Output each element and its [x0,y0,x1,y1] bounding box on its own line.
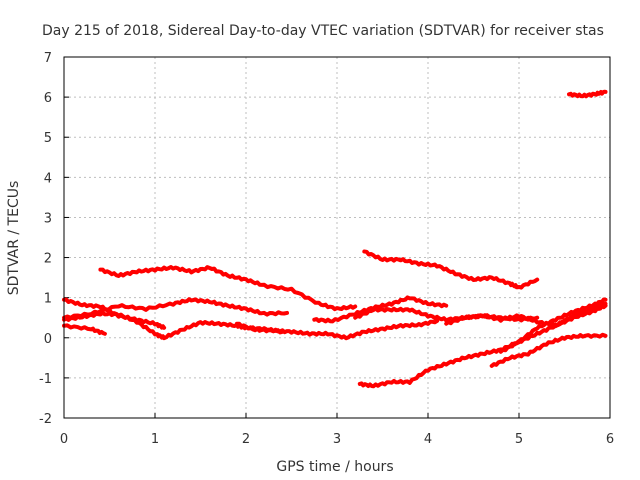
data-series-s10 [444,301,608,329]
data-series-s1 [62,323,107,336]
y-tick-label: 4 [44,171,52,186]
series-group [62,89,608,389]
y-axis-label: SDTVAR / TECUs [6,181,22,296]
x-tick-label: 6 [606,432,614,447]
y-tick-label: -1 [39,372,52,387]
data-series-s14 [567,89,608,99]
data-series-s7 [312,295,449,324]
x-tick-label: 4 [424,432,432,447]
data-series-s12 [357,303,608,389]
y-tick-label: 7 [44,51,52,66]
x-axis-label: GPS time / hours [276,459,393,475]
data-series-s13 [498,297,608,354]
y-tick-label: 3 [44,211,52,226]
y-tick-label: -2 [39,412,52,427]
plot-frame [63,56,611,419]
x-tick-label: 1 [151,432,159,447]
chart-title: Day 215 of 2018, Sidereal Day-to-day VTE… [42,23,604,39]
data-series-s5 [98,265,358,312]
x-tick-label: 5 [515,432,523,447]
data-series-s6 [234,318,440,341]
y-tick-label: 0 [44,332,52,347]
y-tick-label: 1 [44,292,52,307]
y-tick-label: 5 [44,131,52,146]
x-tick-label: 0 [60,432,68,447]
x-tick-label: 3 [333,432,341,447]
y-tick-label: 2 [44,252,52,267]
data-series-s4 [62,297,289,320]
x-tick-label: 2 [242,432,250,447]
grid [63,56,611,419]
y-tick-label: 6 [44,91,52,106]
data-series-s8 [362,249,540,290]
data-series-s11 [489,332,608,368]
tick-labels: 0 1 2 3 4 5 6 -2 -1 0 1 2 3 4 5 6 7 [39,51,614,447]
